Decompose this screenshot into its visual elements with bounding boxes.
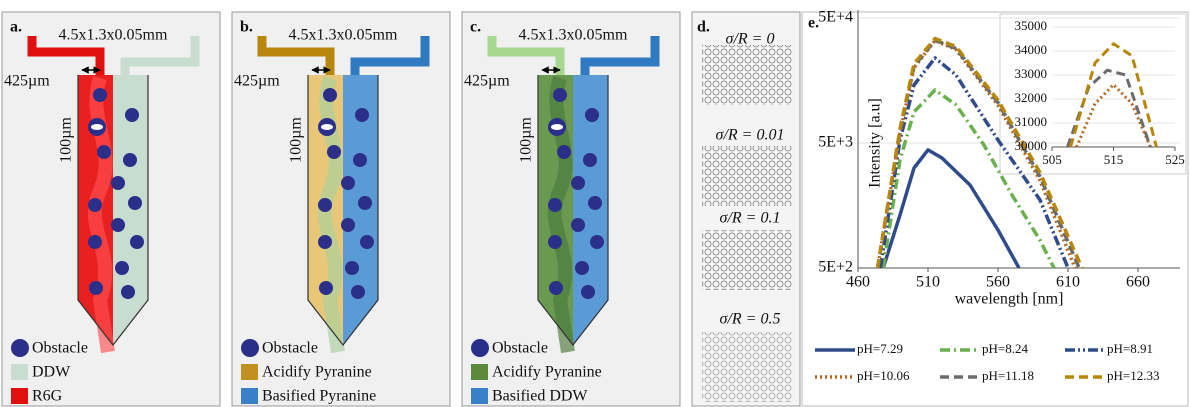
panel-label: d.: [697, 19, 710, 36]
y-tick-label: 5E+3: [818, 134, 853, 151]
lattice-case: σ/R = 0.5: [720, 311, 781, 328]
x-tick-label: 610: [1056, 274, 1080, 291]
legend-label: R6G: [32, 388, 63, 405]
legend-label: Acidify Pyranine: [492, 364, 602, 381]
lattice-image: [702, 332, 792, 402]
x-tick-label: 560: [986, 274, 1010, 291]
y-tick-label: 31000: [1015, 114, 1048, 129]
lattice-case: σ/R = 0: [726, 31, 775, 48]
x-tick-label: 510: [916, 274, 940, 291]
dimension-label: 4.5x1.3x0.05mm: [519, 27, 628, 44]
legend-label: pH=10.06: [857, 368, 910, 383]
y-tick-label: 33000: [1015, 66, 1048, 81]
x-tick-label: 515: [1104, 152, 1124, 167]
panel-label: c.: [470, 19, 481, 36]
x-tick-label: 660: [1126, 274, 1150, 291]
width-label: 425µm: [234, 73, 280, 90]
width-label: 425µm: [4, 73, 50, 90]
y-tick-label: 35000: [1015, 18, 1048, 33]
y-tick-label: 5E+4: [818, 9, 853, 26]
legend-label: DDW: [32, 364, 71, 381]
legend-label: Obstacle: [32, 340, 88, 357]
legend-label: pH=7.29: [857, 341, 903, 356]
spacing-label: 100µm: [58, 117, 75, 163]
chip-panel: c. 4.5x1.3x0.05mm 425µm 100µm Obstacle Acidif…: [462, 12, 680, 406]
spacing-label: 100µm: [518, 117, 535, 163]
spacing-label: 100µm: [288, 117, 305, 163]
dimension-label: 4.5x1.3x0.05mm: [59, 27, 168, 44]
figure: d. σ/R = 0 σ/R = 0.01 σ/R = 0.1 σ/R = 0.…: [0, 0, 1190, 407]
lattice-image: [702, 45, 792, 105]
chip-panel: b. 4.5x1.3x0.05mm 425µm 100µm Obstacle Acidif…: [232, 12, 450, 406]
legend-label: Obstacle: [262, 340, 318, 357]
x-tick-label: 460: [846, 274, 870, 291]
lattice-case: σ/R = 0.01: [716, 127, 785, 144]
x-tick-label: 525: [1165, 152, 1185, 167]
chip-panel: a. 4.5x1.3x0.05mm 425µm 100µm Obstacle DDW R6G: [2, 12, 220, 406]
legend-label: pH=8.91: [1107, 341, 1153, 356]
y-tick-label: 34000: [1015, 42, 1048, 57]
panel-label: b.: [240, 19, 253, 36]
legend-label: Basified DDW: [492, 388, 588, 405]
width-label: 425µm: [464, 73, 510, 90]
panel-label: a.: [10, 19, 22, 36]
legend-label: Acidify Pyranine: [262, 364, 372, 381]
legend-label: Basified Pyranine: [262, 388, 376, 405]
lattice-image: [702, 146, 792, 206]
x-tick-label: 505: [1042, 152, 1062, 167]
legend-label: pH=12.33: [1107, 368, 1159, 383]
dimension-label: 4.5x1.3x0.05mm: [289, 27, 398, 44]
lattice-image: [702, 230, 792, 290]
legend-label: Obstacle: [492, 340, 548, 357]
y-axis-label: Intensity [a.u]: [867, 98, 884, 188]
y-tick-label: 32000: [1015, 90, 1048, 105]
lattice-case: σ/R = 0.1: [720, 210, 781, 227]
legend-label: pH=8.24: [982, 341, 1028, 356]
x-axis-label: wavelength [nm]: [955, 291, 1064, 308]
legend-label: pH=11.18: [982, 368, 1034, 383]
y-tick-label: 30000: [1015, 138, 1048, 153]
